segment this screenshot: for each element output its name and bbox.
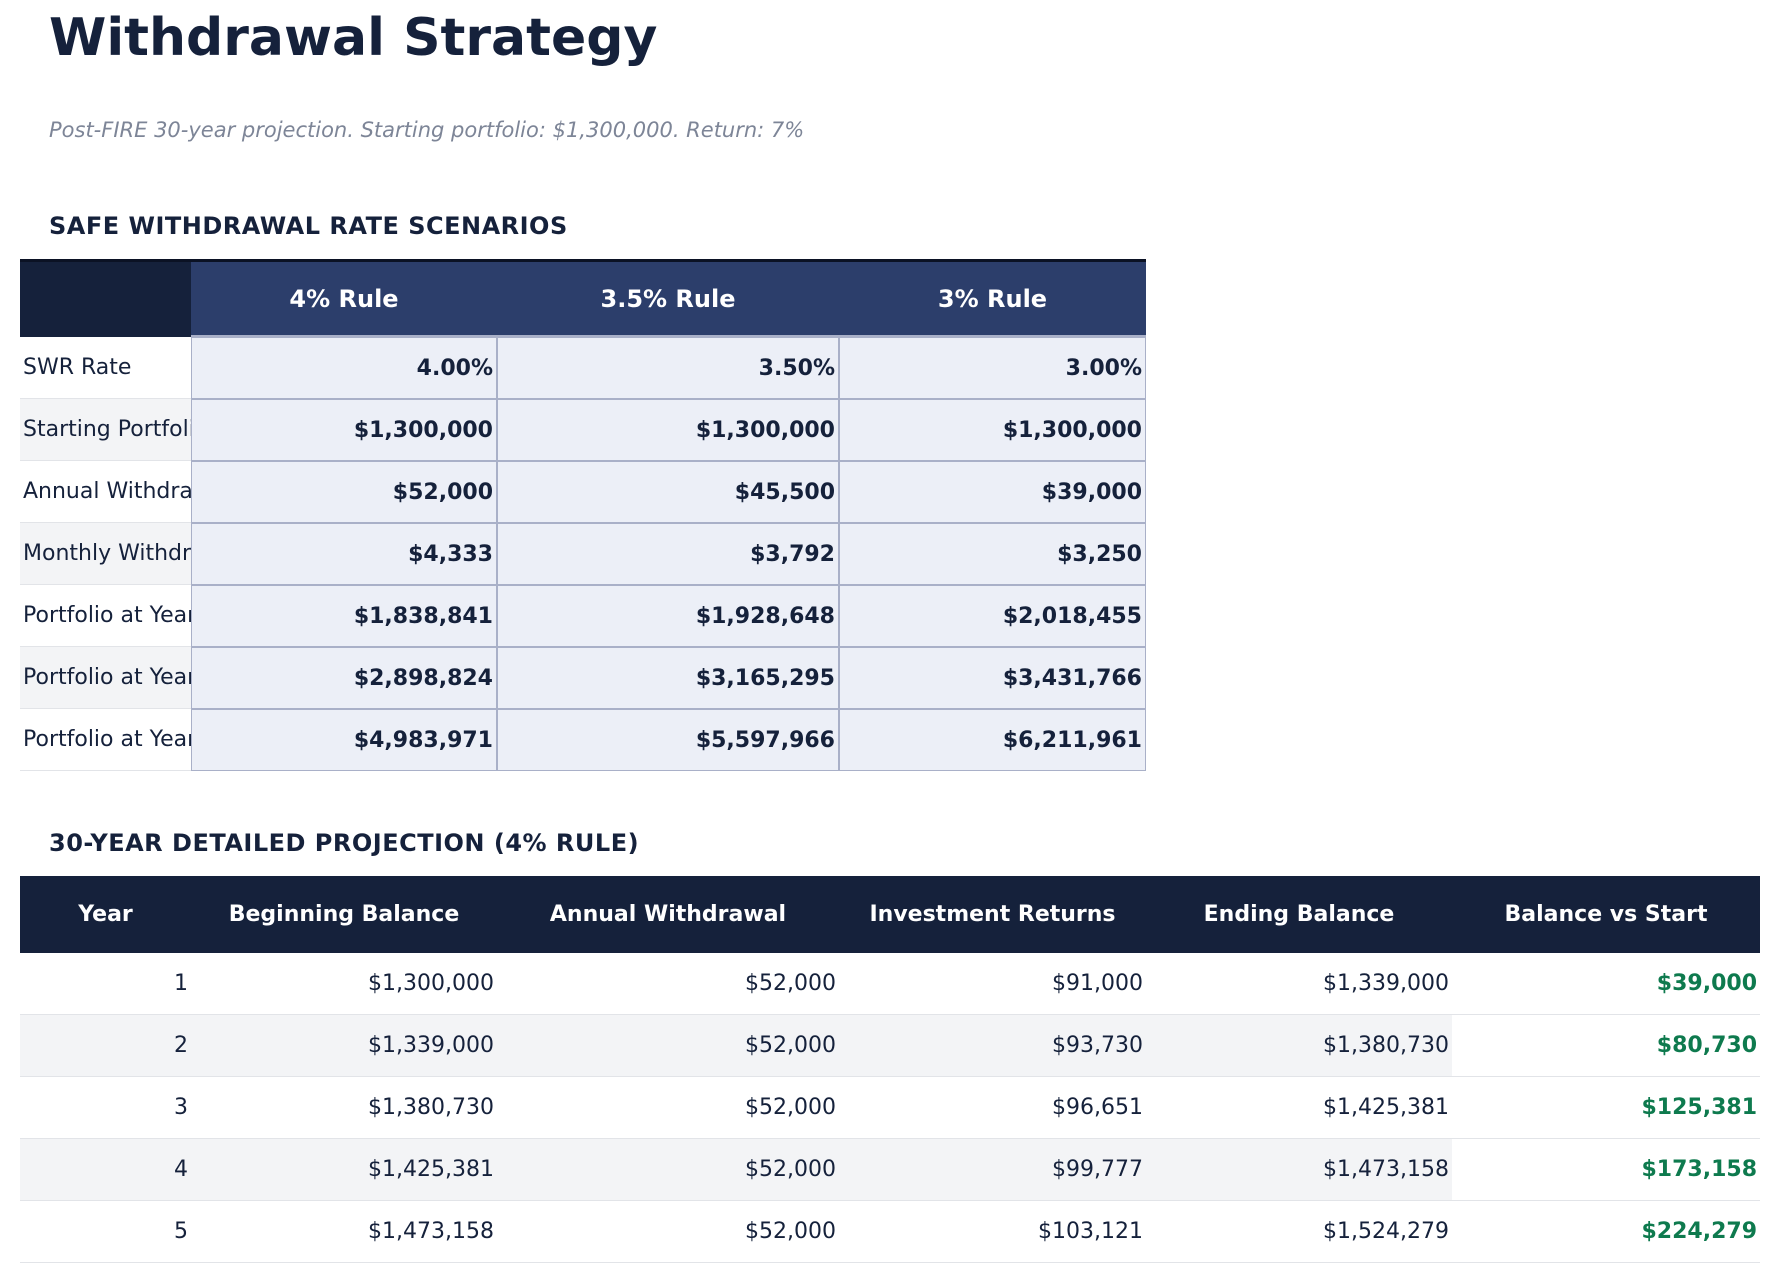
table-cell: $2,898,824 — [191, 647, 497, 709]
table-cell: $1,425,381 — [191, 1139, 497, 1201]
table-cell: $1,300,000 — [839, 399, 1146, 461]
column-header: Balance vs Start — [1452, 876, 1760, 953]
table-cell: $52,000 — [497, 1015, 839, 1077]
column-header: Annual Withdrawal — [497, 876, 839, 953]
column-header: 3% Rule — [839, 259, 1146, 337]
table-cell: $103,121 — [839, 1201, 1146, 1263]
table-cell: $39,000 — [839, 461, 1146, 523]
column-header: Investment Returns — [839, 876, 1146, 953]
page-title: Withdrawal Strategy — [49, 8, 658, 68]
table-cell: $96,651 — [839, 1077, 1146, 1139]
balance-diff: $224,279 — [1452, 1201, 1760, 1263]
table-cell: $4,333 — [191, 523, 497, 585]
balance-diff: $39,000 — [1452, 953, 1760, 1015]
row-label: Portfolio at Year 30 — [20, 709, 191, 771]
row-label: Annual Withdrawal — [20, 461, 191, 523]
table-cell: $1,928,648 — [497, 585, 839, 647]
table-cell: $1,380,730 — [191, 1077, 497, 1139]
row-label: Monthly Withdrawal — [20, 523, 191, 585]
column-header: Year — [20, 876, 191, 953]
table-cell: 1 — [20, 953, 191, 1015]
section-title: SAFE WITHDRAWAL RATE SCENARIOS — [49, 212, 568, 240]
table-cell: $52,000 — [497, 953, 839, 1015]
section-title: 30-YEAR DETAILED PROJECTION (4% RULE) — [49, 829, 640, 857]
table-cell: $1,473,158 — [1146, 1139, 1452, 1201]
table-cell: $5,597,966 — [497, 709, 839, 771]
table-cell: $2,018,455 — [839, 585, 1146, 647]
row-label: SWR Rate — [20, 337, 191, 399]
table-cell: 5 — [20, 1201, 191, 1263]
table-cell: $52,000 — [191, 461, 497, 523]
balance-diff: $125,381 — [1452, 1077, 1760, 1139]
column-header: 4% Rule — [191, 259, 497, 337]
table-cell: $3,431,766 — [839, 647, 1146, 709]
table-cell: 3.00% — [839, 337, 1146, 399]
table-cell: $1,339,000 — [1146, 953, 1452, 1015]
table-cell: 3 — [20, 1077, 191, 1139]
table-cell: $1,380,730 — [1146, 1015, 1452, 1077]
table-cell: $52,000 — [497, 1077, 839, 1139]
column-header: 3.5% Rule — [497, 259, 839, 337]
table-cell: $45,500 — [497, 461, 839, 523]
column-header: Beginning Balance — [191, 876, 497, 953]
page-subtitle: Post-FIRE 30-year projection. Starting p… — [49, 118, 805, 142]
table-cell: 4 — [20, 1139, 191, 1201]
table-cell: $4,983,971 — [191, 709, 497, 771]
table-cell: 4.00% — [191, 337, 497, 399]
balance-diff: $80,730 — [1452, 1015, 1760, 1077]
table-cell: $1,339,000 — [191, 1015, 497, 1077]
table-cell: $1,524,279 — [1146, 1201, 1452, 1263]
table-cell: $93,730 — [839, 1015, 1146, 1077]
row-label: Portfolio at Year 10 — [20, 585, 191, 647]
table-cell: $3,250 — [839, 523, 1146, 585]
table-cell: $3,165,295 — [497, 647, 839, 709]
table-cell: 3.50% — [497, 337, 839, 399]
table-cell: $52,000 — [497, 1201, 839, 1263]
table-cell: $1,838,841 — [191, 585, 497, 647]
table-cell: $91,000 — [839, 953, 1146, 1015]
balance-diff: $173,158 — [1452, 1139, 1760, 1201]
table-cell: $3,792 — [497, 523, 839, 585]
column-header: Ending Balance — [1146, 876, 1452, 953]
table-cell: $6,211,961 — [839, 709, 1146, 771]
table-cell: $52,000 — [497, 1139, 839, 1201]
table-cell: $1,300,000 — [497, 399, 839, 461]
row-label: Starting Portfolio — [20, 399, 191, 461]
table-cell: $1,473,158 — [191, 1201, 497, 1263]
table-cell: $1,425,381 — [1146, 1077, 1452, 1139]
table-cell: $1,300,000 — [191, 953, 497, 1015]
table-cell: $99,777 — [839, 1139, 1146, 1201]
header-corner — [20, 259, 191, 337]
table-cell: $1,300,000 — [191, 399, 497, 461]
table-cell: 2 — [20, 1015, 191, 1077]
row-label: Portfolio at Year 20 — [20, 647, 191, 709]
